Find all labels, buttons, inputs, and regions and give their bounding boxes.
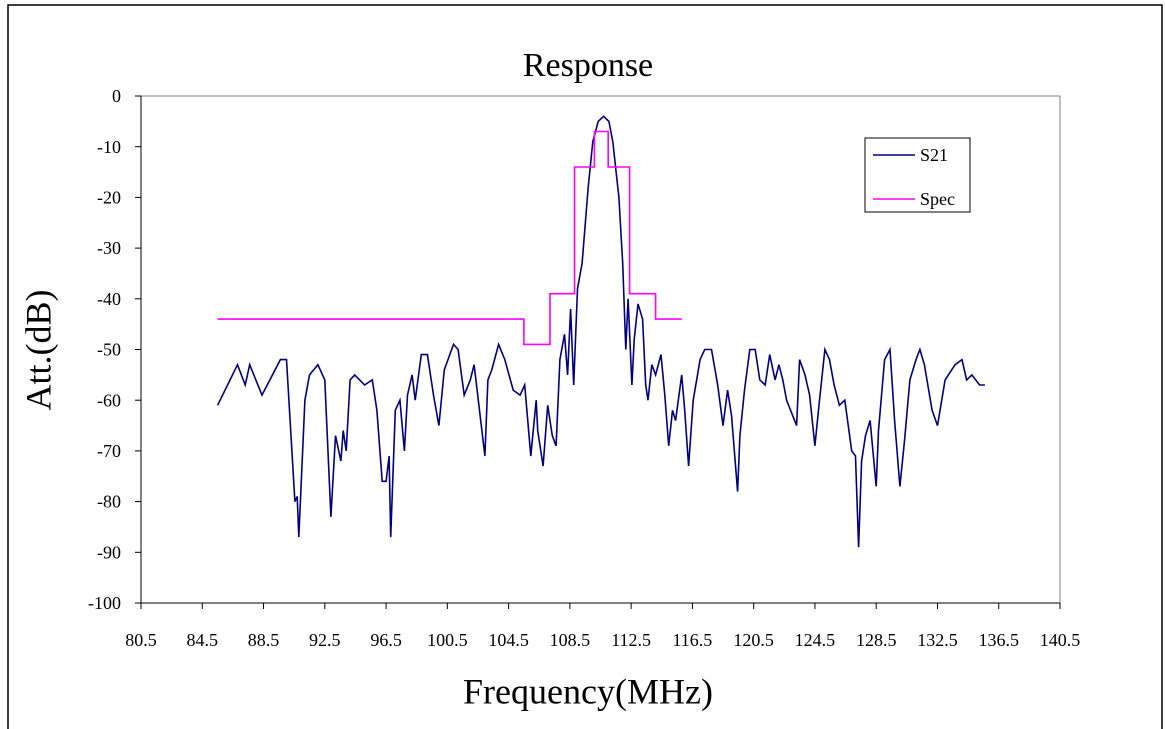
x-tick-label: 140.5 <box>1040 630 1081 650</box>
y-tick-label: -90 <box>97 542 121 562</box>
x-tick-label: 88.5 <box>248 630 280 650</box>
x-tick-label: 108.5 <box>550 630 591 650</box>
y-tick-label: 0 <box>112 86 121 106</box>
x-tick-label: 80.5 <box>125 630 157 650</box>
y-tick-label: -50 <box>97 340 121 360</box>
x-tick-label: 116.5 <box>672 630 712 650</box>
x-tick-label: 112.5 <box>611 630 651 650</box>
x-tick-label: 136.5 <box>978 630 1019 650</box>
chart-title: Response <box>523 47 653 84</box>
x-tick-label: 100.5 <box>427 630 468 650</box>
y-tick-label: -20 <box>97 188 121 208</box>
y-tick-label: -30 <box>97 238 121 258</box>
y-tick-label: -70 <box>97 441 121 461</box>
x-tick-label: 96.5 <box>370 630 402 650</box>
y-tick-label: -10 <box>97 137 121 157</box>
legend-label: S21 <box>920 145 948 165</box>
x-tick-label: 132.5 <box>917 630 958 650</box>
series-line <box>217 130 682 346</box>
x-axis-label: Frequency(MHz) <box>463 671 713 711</box>
y-tick-label: -100 <box>88 593 121 613</box>
x-tick-label: 104.5 <box>488 630 529 650</box>
y-tick-label: -80 <box>97 492 121 512</box>
series-line <box>216 115 985 548</box>
frame <box>7 4 1163 729</box>
x-tick-label: 128.5 <box>856 630 897 650</box>
x-tick-label: 92.5 <box>309 630 341 650</box>
y-tick-label: -40 <box>97 289 121 309</box>
legend-label: Spec <box>920 189 955 209</box>
x-tick-label: 84.5 <box>187 630 219 650</box>
x-tick-label: 124.5 <box>795 630 836 650</box>
y-tick-label: -60 <box>97 390 121 410</box>
x-tick-label: 120.5 <box>733 630 774 650</box>
y-axis-label: Att.(dB) <box>18 290 58 411</box>
